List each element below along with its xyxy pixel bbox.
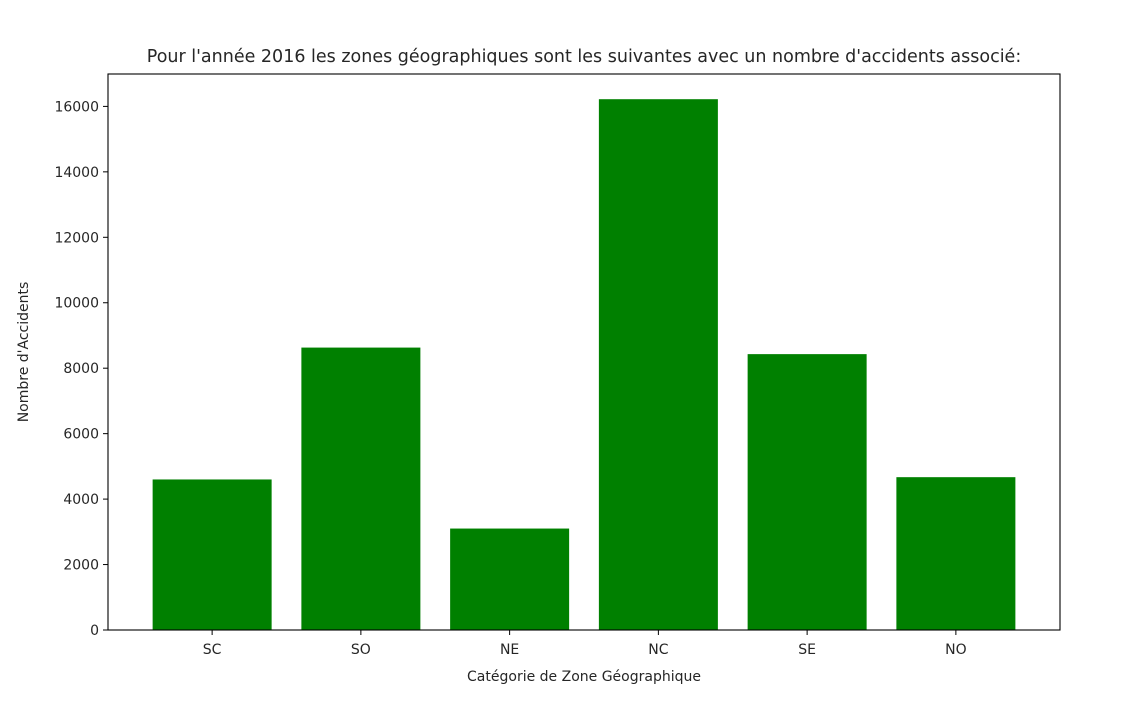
bar-no (896, 477, 1016, 630)
x-axis-label: Catégorie de Zone Géographique (467, 669, 701, 685)
y-tick-label: 6000 (63, 427, 99, 443)
x-tick-label: NE (500, 642, 519, 658)
bar-se (747, 354, 867, 630)
bar-sc (152, 479, 272, 630)
y-tick-label: 8000 (63, 361, 99, 377)
x-tick-label: SC (203, 642, 222, 658)
bar-so (301, 347, 421, 630)
x-tick-label: SE (798, 642, 816, 658)
x-tick-label: SO (351, 642, 371, 658)
x-tick-label: NO (945, 642, 967, 658)
chart-title: Pour l'année 2016 les zones géographique… (147, 47, 1021, 67)
y-tick-label: 16000 (54, 99, 99, 115)
plot-frame (107, 73, 1061, 631)
y-tick-label: 10000 (54, 296, 99, 312)
y-tick-label: 12000 (54, 230, 99, 246)
x-axis: SC SO NE NC SE NO (203, 630, 967, 658)
bar-ne (450, 528, 570, 630)
y-axis: 0 2000 4000 6000 8000 10000 12000 14000 16000 (54, 99, 108, 639)
y-axis-label: Nombre d'Accidents (16, 282, 32, 423)
y-tick-label: 2000 (63, 558, 99, 574)
bar-nc (598, 99, 718, 630)
y-tick-label: 4000 (63, 492, 99, 508)
bars-layer (152, 99, 1016, 630)
y-tick-label: 0 (90, 623, 99, 639)
x-tick-label: NC (648, 642, 668, 658)
y-tick-label: 14000 (54, 165, 99, 181)
